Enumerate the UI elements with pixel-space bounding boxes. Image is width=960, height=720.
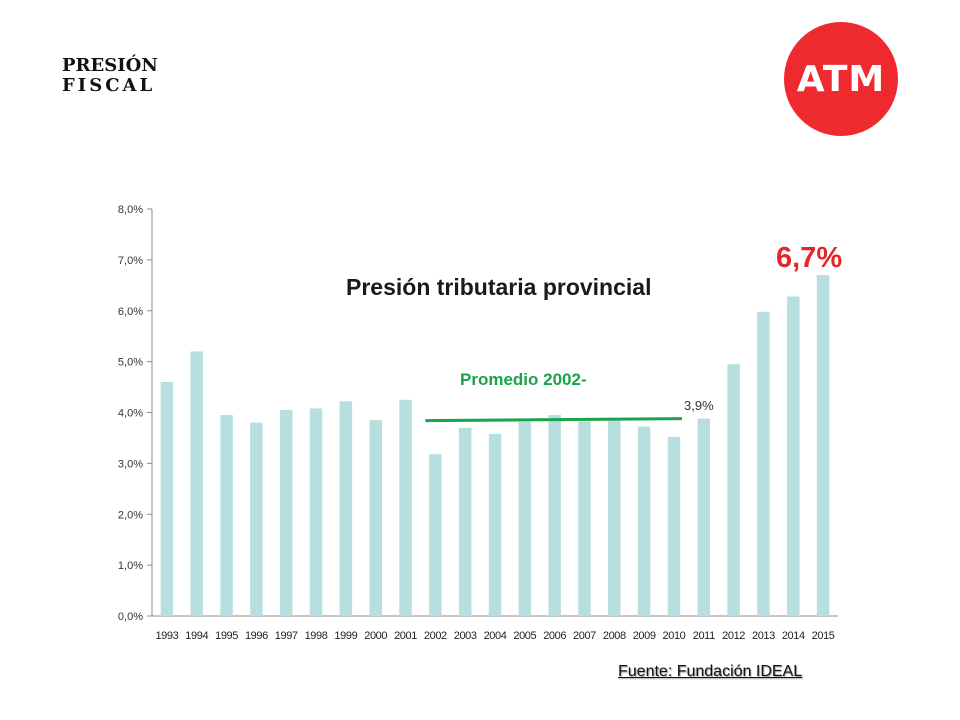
x-tick-label: 2015 <box>812 630 835 642</box>
y-tick-label: 5,0% <box>118 357 143 369</box>
chart-title: Presión tributaria provincial <box>346 274 652 300</box>
average-label: Promedio 2002- <box>460 370 587 389</box>
x-tick-label: 2006 <box>543 630 566 642</box>
bar <box>160 381 174 616</box>
x-tick-label: 1996 <box>245 630 268 642</box>
x-tick-label: 2013 <box>752 630 775 642</box>
x-tick-label: 2007 <box>573 630 596 642</box>
y-tick-label: 0,0% <box>118 611 143 623</box>
x-tick-label: 1999 <box>334 630 357 642</box>
x-tick-label: 2012 <box>722 630 745 642</box>
bar <box>727 364 740 616</box>
bar <box>250 422 263 616</box>
bar <box>787 296 800 616</box>
source-note: Fuente: Fundación IDEAL <box>618 663 803 680</box>
x-tick-label: 1997 <box>275 630 298 642</box>
bar <box>518 421 532 616</box>
bar <box>608 418 621 616</box>
x-tick-label: 2009 <box>633 630 656 642</box>
bar <box>339 401 353 616</box>
highlight-value-label: 6,7% <box>776 242 843 274</box>
y-tick-label: 4,0% <box>118 408 143 420</box>
bar <box>637 426 651 616</box>
bar <box>458 427 472 616</box>
x-tick-label: 1994 <box>185 630 208 642</box>
x-tick-label: 2010 <box>663 630 686 642</box>
bar <box>429 454 442 616</box>
bar <box>667 436 681 616</box>
heading-line-1: PRESIÓN <box>62 55 158 76</box>
average-value-label: 3,9% <box>684 398 714 413</box>
bar <box>279 409 293 616</box>
bar <box>309 408 323 616</box>
bar <box>578 421 591 616</box>
y-tick-label: 1,0% <box>118 560 143 572</box>
bar <box>190 351 203 616</box>
bar <box>220 415 233 616</box>
average-line <box>425 417 682 423</box>
x-tick-label: 2004 <box>484 630 507 642</box>
bar <box>369 420 382 616</box>
x-tick-label: 2008 <box>603 630 626 642</box>
x-tick-label: 2003 <box>454 630 477 642</box>
x-tick-label: 1998 <box>305 630 328 642</box>
x-tick-label: 2014 <box>782 630 805 642</box>
x-tick-label: 2001 <box>394 630 417 642</box>
bar <box>757 311 770 616</box>
heading-line-2: FISCAL <box>62 75 156 96</box>
bar <box>488 433 502 616</box>
x-tick-label: 2000 <box>364 630 387 642</box>
bar <box>548 415 561 616</box>
y-tick-label: 7,0% <box>118 255 143 267</box>
y-tick-label: 6,0% <box>118 306 143 318</box>
x-tick-label: 2011 <box>693 630 715 642</box>
y-tick-label: 2,0% <box>118 509 143 521</box>
x-tick-label: 2005 <box>513 630 536 642</box>
bar <box>399 399 412 616</box>
y-tick-label: 3,0% <box>118 458 143 470</box>
y-tick-label: 8,0% <box>118 204 143 216</box>
bar <box>697 418 711 616</box>
x-tick-label: 1993 <box>155 630 178 642</box>
bar <box>816 275 830 616</box>
x-tick-label: 2002 <box>424 630 447 642</box>
page-heading: PRESIÓN FISCAL <box>62 56 262 96</box>
atm-logo: ATM <box>784 22 898 136</box>
x-tick-label: 1995 <box>215 630 238 642</box>
